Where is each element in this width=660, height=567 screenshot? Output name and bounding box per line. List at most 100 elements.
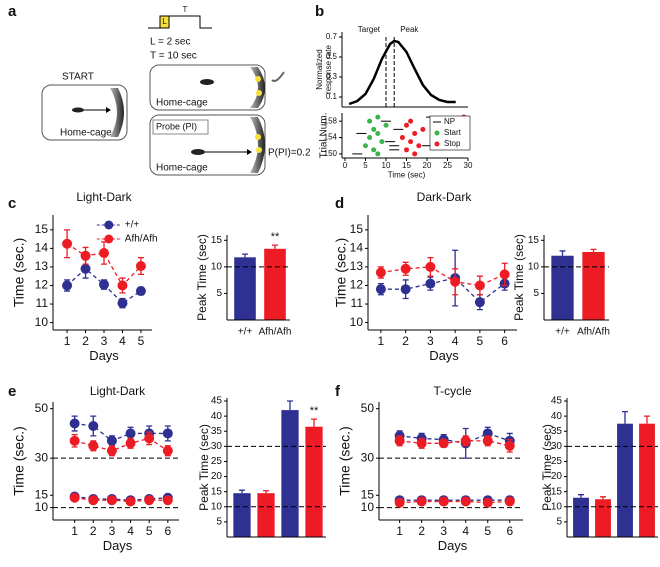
mouse	[72, 107, 84, 113]
error-bar	[644, 415, 650, 424]
point	[504, 440, 515, 451]
y-tick-label: 10	[35, 315, 49, 329]
y-tick-label: 154	[324, 133, 338, 142]
y-tick-label: 20	[551, 471, 563, 482]
point	[408, 118, 414, 124]
point	[69, 418, 80, 429]
x-tick-label: +/+	[555, 327, 570, 338]
y-tick-label: 5	[533, 288, 539, 299]
x-tick-label: 5	[146, 524, 153, 538]
y-tick-label: 30	[35, 450, 49, 464]
point	[416, 438, 427, 449]
panel-label: b	[315, 3, 324, 20]
y-tick-label: 40	[211, 411, 223, 422]
point	[450, 276, 461, 287]
x-tick-label: 5	[138, 334, 145, 348]
y-axis-label: Peak Time (sec)	[195, 234, 209, 321]
check	[271, 71, 285, 82]
cage	[149, 64, 266, 111]
light	[256, 147, 262, 153]
y-tick-label: 40	[551, 411, 563, 422]
y-tick-label: 10	[211, 262, 223, 273]
y-tick-label: 13	[350, 259, 364, 273]
point	[80, 250, 91, 261]
x-tick-label: 2	[418, 524, 425, 538]
bar	[281, 410, 299, 537]
x-tick-label: 4	[462, 524, 469, 538]
x-tick-label: 15	[402, 161, 411, 170]
x-tick-label: 3	[427, 334, 434, 348]
significance: **	[310, 405, 319, 417]
y-tick-label: 10	[551, 501, 563, 512]
y-tick-label: 25	[211, 456, 223, 467]
l-definition: L = 2 sec	[150, 37, 191, 48]
y-tick-label: 45	[211, 396, 223, 407]
point	[106, 435, 117, 446]
y-tick-label: 14	[350, 241, 364, 255]
x-tick-label: +/+	[238, 327, 253, 338]
wall	[110, 88, 124, 137]
cage-label: Home-cage	[156, 98, 208, 109]
legend-label: Afh/Afh	[125, 234, 158, 245]
wall	[250, 67, 265, 108]
point	[394, 497, 405, 508]
x-tick-label: 4	[127, 524, 134, 538]
x-tick-label: 2	[82, 334, 89, 348]
error-bar	[272, 244, 278, 249]
error-bar	[311, 418, 317, 427]
point	[482, 497, 493, 508]
point	[404, 147, 409, 153]
point	[99, 279, 109, 290]
legend-label: +/+	[125, 220, 140, 231]
panel-label: e	[8, 383, 16, 400]
y-tick-label: 12	[35, 278, 49, 292]
arrow-head	[247, 149, 252, 155]
x-axis-label: Time (sec)	[388, 171, 426, 180]
point	[125, 438, 136, 449]
point	[135, 261, 146, 272]
series-line	[399, 500, 510, 504]
point	[404, 122, 409, 128]
y-tick-label: 15	[361, 487, 375, 501]
point	[367, 118, 373, 124]
cage-label: Home-cage	[156, 163, 208, 174]
point	[135, 286, 146, 297]
point	[438, 438, 449, 449]
point	[69, 492, 80, 503]
y-axis-label: Time (sec.)	[11, 426, 27, 495]
y-tick-label: 10	[528, 262, 540, 273]
point	[375, 151, 381, 157]
point	[400, 263, 411, 274]
y-tick-label: 0.7	[326, 32, 338, 41]
point	[99, 248, 109, 259]
error-bar	[287, 400, 293, 411]
bar	[639, 423, 655, 537]
error-bar	[600, 496, 606, 500]
legend-label: Start	[444, 128, 462, 137]
bar	[234, 257, 256, 320]
light-box	[159, 15, 170, 29]
series-line	[399, 440, 510, 447]
point	[416, 143, 422, 149]
legend-label: NP	[444, 117, 455, 126]
y-tick-label: 150	[324, 149, 338, 158]
bar	[257, 493, 275, 537]
point	[425, 261, 436, 272]
wall	[250, 117, 265, 173]
point	[371, 147, 377, 153]
y-tick-label: 5	[216, 517, 222, 528]
error-bar	[559, 250, 566, 256]
point	[106, 445, 117, 456]
light	[256, 90, 262, 96]
point	[425, 278, 436, 289]
point	[460, 496, 471, 507]
series-line	[66, 243, 142, 287]
bar	[233, 493, 251, 537]
y-tick-label: 12	[350, 278, 364, 292]
y-tick-label: 20	[211, 471, 223, 482]
point	[438, 496, 449, 507]
legend-label: Stop	[444, 139, 461, 148]
y-tick-label: 14	[35, 241, 49, 255]
marker-label: Target	[358, 25, 381, 34]
point	[88, 495, 99, 506]
